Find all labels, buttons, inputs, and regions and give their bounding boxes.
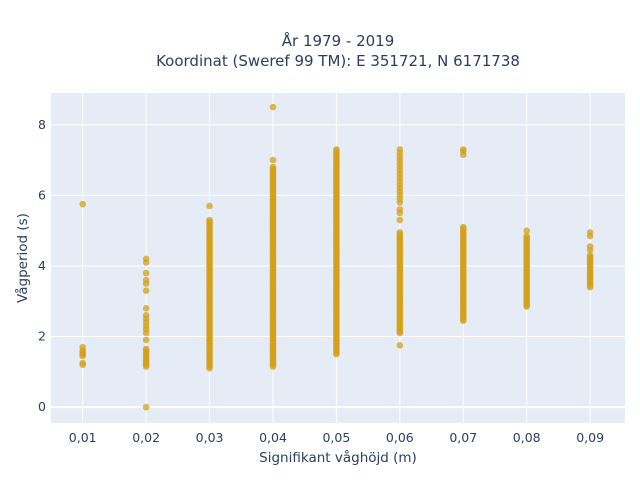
data-point <box>142 345 150 353</box>
data-point <box>523 227 530 234</box>
y-tick-labels: 0 2 4 6 8 <box>38 117 46 414</box>
data-point <box>333 146 340 153</box>
data-point <box>523 232 530 240</box>
data-points <box>79 103 594 411</box>
data-point <box>269 103 277 111</box>
x-tick-labels: 0,01 0,02 0,03 0,04 0,05 0,06 0,07 0,08 0,09 <box>69 430 604 445</box>
data-point <box>142 269 150 277</box>
data-point <box>459 146 467 153</box>
data-point <box>142 255 150 263</box>
data-point <box>142 276 150 284</box>
data-point <box>206 216 213 224</box>
y-tick-label: 4 <box>38 258 46 273</box>
y-tick-label: 6 <box>38 187 46 202</box>
data-point <box>586 229 594 236</box>
chart-title-line2: Koordinat (Sweref 99 TM): E 351721, N 61… <box>156 52 520 70</box>
y-tick-label: 0 <box>38 399 46 414</box>
data-point <box>586 243 594 250</box>
x-tick-label: 0,02 <box>132 430 160 445</box>
x-tick-label: 0,06 <box>386 430 414 445</box>
x-tick-label: 0,07 <box>449 430 477 445</box>
data-point <box>459 223 467 231</box>
x-tick-label: 0,03 <box>196 430 224 445</box>
data-point <box>142 304 150 312</box>
data-point <box>269 163 277 171</box>
x-tick-label: 0,01 <box>69 430 97 445</box>
data-point <box>79 359 87 367</box>
data-point <box>586 252 594 259</box>
data-point <box>142 312 150 319</box>
data-point <box>396 229 404 236</box>
x-tick-label: 0,09 <box>576 430 604 445</box>
data-point <box>396 206 404 213</box>
x-tick-label: 0,05 <box>322 430 350 445</box>
data-point <box>269 156 277 164</box>
x-axis-title: Signifikant våghöjd (m) <box>259 449 417 466</box>
x-tick-label: 0,08 <box>513 430 541 445</box>
y-tick-label: 2 <box>38 329 46 344</box>
data-point <box>142 287 150 294</box>
data-point <box>79 343 87 351</box>
x-tick-label: 0,04 <box>259 430 287 445</box>
y-axis-title: Vågperiod (s) <box>14 213 31 303</box>
y-tick-label: 8 <box>38 117 46 132</box>
data-point <box>206 202 213 210</box>
data-point <box>79 200 87 208</box>
data-point <box>142 403 150 411</box>
data-point <box>142 336 150 344</box>
chart-title-line1: År 1979 - 2019 <box>282 31 395 50</box>
data-point <box>396 216 404 224</box>
data-point <box>396 146 404 153</box>
data-point <box>396 342 404 349</box>
